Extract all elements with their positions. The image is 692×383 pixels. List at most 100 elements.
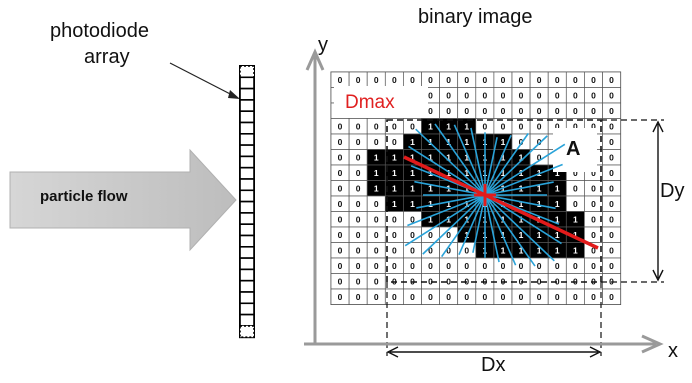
photodiode-element bbox=[239, 234, 255, 248]
grid-cell-value: 0 bbox=[338, 215, 343, 225]
grid-cell-value: 1 bbox=[446, 215, 451, 225]
grid-cell-value: 1 bbox=[464, 168, 469, 178]
photodiode-element bbox=[239, 200, 255, 214]
grid-cell-value: 1 bbox=[519, 199, 524, 209]
grid-cell-value: 1 bbox=[519, 230, 524, 240]
grid-cell-value: 1 bbox=[392, 184, 397, 194]
grid-cell-value: 0 bbox=[374, 261, 379, 271]
dmax-line bbox=[403, 155, 599, 250]
grid-cell-value: 1 bbox=[428, 184, 433, 194]
grid-cell-value: 0 bbox=[356, 292, 361, 302]
grid-cell-value: 0 bbox=[591, 91, 596, 101]
grid-cell-value: 0 bbox=[410, 122, 415, 132]
photodiode-element bbox=[239, 268, 255, 282]
grid-cell-value: 0 bbox=[609, 230, 614, 240]
grid-cell-value: 0 bbox=[374, 137, 379, 147]
grid-cell-value: 0 bbox=[591, 122, 596, 132]
grid-cell-value: 1 bbox=[537, 184, 542, 194]
grid-cell-value: 1 bbox=[537, 230, 542, 240]
photodiode-element bbox=[239, 155, 255, 169]
grid-cell-value: 0 bbox=[356, 75, 361, 85]
grid-cell-value: 0 bbox=[464, 91, 469, 101]
grid-cell-value: 1 bbox=[410, 168, 415, 178]
grid-cell-value: 1 bbox=[464, 199, 469, 209]
grid-cell-value: 0 bbox=[591, 261, 596, 271]
grid-cell-value: 0 bbox=[464, 261, 469, 271]
grid-cell-value: 0 bbox=[537, 292, 542, 302]
grid-cell-value: 1 bbox=[573, 215, 578, 225]
grid-cell-value: 0 bbox=[609, 168, 614, 178]
dy-arrowhead-bottom bbox=[652, 269, 664, 282]
grid-cell-value: 1 bbox=[555, 230, 560, 240]
grid-cell-value: 0 bbox=[428, 230, 433, 240]
grid-cell-value: 1 bbox=[410, 137, 415, 147]
grid-cell-value: 0 bbox=[501, 122, 506, 132]
grid-cell-value: 0 bbox=[338, 199, 343, 209]
grid-cell-value: 0 bbox=[591, 246, 596, 256]
grid-cell-value: 0 bbox=[609, 122, 614, 132]
dmax-label-background bbox=[334, 86, 428, 118]
grid-cell-value: 1 bbox=[392, 199, 397, 209]
grid-cell-value: 0 bbox=[591, 230, 596, 240]
grid-cell-value: 0 bbox=[555, 75, 560, 85]
grid-cell-value: 0 bbox=[446, 106, 451, 116]
grid-cell-value: 0 bbox=[501, 106, 506, 116]
grid-cell-value: 1 bbox=[501, 153, 506, 163]
grid-cell-value: 0 bbox=[356, 137, 361, 147]
grid-cell-value: 0 bbox=[591, 168, 596, 178]
photodiode-element bbox=[239, 166, 255, 180]
grid-cell-value: 0 bbox=[356, 168, 361, 178]
grid-cell-value: 0 bbox=[356, 215, 361, 225]
photodiode-element bbox=[239, 291, 255, 305]
grid-cell-value: 0 bbox=[338, 122, 343, 132]
photodiode-element bbox=[239, 99, 255, 113]
grid-cell-value: 0 bbox=[464, 246, 469, 256]
grid-cell-value: 0 bbox=[428, 91, 433, 101]
grid-cell-value: 1 bbox=[410, 153, 415, 163]
photodiode-element bbox=[239, 144, 255, 158]
grid-cell-value: 0 bbox=[573, 106, 578, 116]
dx-arrowhead-left bbox=[386, 346, 399, 358]
grid-cell-value: 0 bbox=[428, 277, 433, 287]
grid-cell-value: 1 bbox=[555, 168, 560, 178]
grid-cell-value: 0 bbox=[591, 75, 596, 85]
grid-cell-value: 0 bbox=[428, 292, 433, 302]
grid-cell-value: 1 bbox=[555, 246, 560, 256]
grid-cell-value: 0 bbox=[374, 75, 379, 85]
grid-cell-value: 1 bbox=[501, 246, 506, 256]
grid-cell-value: 1 bbox=[374, 168, 379, 178]
grid-cell-value: 1 bbox=[464, 153, 469, 163]
grid-cell-value: 0 bbox=[410, 215, 415, 225]
particle-flow-arrow bbox=[9, 148, 237, 252]
centroid-marker bbox=[474, 184, 496, 206]
grid-cell-value: 1 bbox=[428, 199, 433, 209]
photodiode-element bbox=[239, 110, 255, 124]
particle-flow-label: particle flow bbox=[40, 188, 128, 205]
grid-cell-value: 1 bbox=[428, 122, 433, 132]
grid-cell-value: 0 bbox=[338, 184, 343, 194]
bounding-box bbox=[386, 119, 602, 283]
grid-cell-value: 0 bbox=[356, 122, 361, 132]
grid-cell-value: 0 bbox=[446, 246, 451, 256]
photodiode-element bbox=[239, 223, 255, 237]
grid-cell-value: 1 bbox=[519, 153, 524, 163]
photodiode-array bbox=[239, 65, 255, 339]
grid-cell-value: 0 bbox=[338, 230, 343, 240]
grid-cell-value: 0 bbox=[537, 153, 542, 163]
grid-cell-value: 1 bbox=[464, 137, 469, 147]
grid-cell-value: 0 bbox=[501, 75, 506, 85]
grid-cell-value: 0 bbox=[537, 106, 542, 116]
grid-cell-value: 1 bbox=[446, 199, 451, 209]
grid-cell-value: 0 bbox=[609, 184, 614, 194]
grid-cell-value: 0 bbox=[338, 168, 343, 178]
grid-cell-value: 0 bbox=[356, 153, 361, 163]
grid-cell-value: 1 bbox=[428, 137, 433, 147]
grid-cell-value: 0 bbox=[609, 75, 614, 85]
grid-cell-value: 0 bbox=[374, 277, 379, 287]
grid-cell-value: 0 bbox=[338, 292, 343, 302]
grid-cell-value: 0 bbox=[356, 277, 361, 287]
grid-cell-value: 0 bbox=[374, 122, 379, 132]
grid-cell-value: 0 bbox=[555, 261, 560, 271]
x-axis-arrowhead bbox=[641, 334, 664, 354]
grid-cell-value: 0 bbox=[374, 230, 379, 240]
